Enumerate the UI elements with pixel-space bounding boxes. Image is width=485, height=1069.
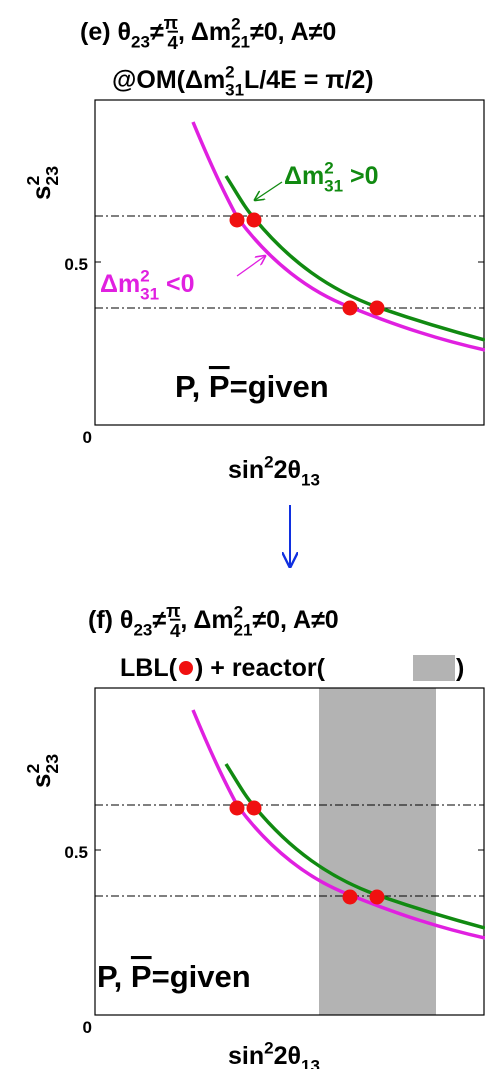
panel-subtitle: @OM(Δm2 31L/4E = π/2) [112, 63, 374, 100]
text-part: s [26, 774, 56, 788]
solution-point [369, 300, 385, 316]
text-part: (e) θ [80, 18, 131, 46]
text-part: 21 [234, 621, 253, 640]
text-part: 2 [234, 603, 243, 622]
text-part: 2θ [274, 456, 301, 484]
text-part: Δm [100, 270, 140, 298]
text-part: P, [175, 369, 209, 404]
curve-negative [191, 121, 485, 352]
text-part: π [164, 12, 178, 33]
solution-point [229, 800, 245, 816]
text-part: 31 [324, 177, 343, 196]
text-part: 2θ [274, 1042, 301, 1069]
text-part: π [166, 600, 180, 621]
x-axis-label: sin22θ13 [228, 453, 320, 490]
text-part: ≠0, A≠0 [250, 18, 336, 46]
text-part: (f) θ [88, 606, 133, 634]
text-part: >0 [343, 162, 378, 190]
annotation-arrow [255, 181, 283, 200]
text-part: 23 [42, 166, 62, 186]
annotation-arrow [236, 256, 265, 277]
text-part: , Δm [178, 18, 231, 46]
legend-dot [179, 661, 193, 675]
text-part: =given [152, 959, 251, 994]
text-part: 31 [140, 285, 159, 304]
curve-negative [191, 709, 485, 940]
text-part: 2 [264, 1039, 273, 1058]
text-part: P [209, 369, 230, 404]
x-axis-label: sin22θ13 [228, 1039, 320, 1069]
text-part: 31 [225, 81, 244, 100]
panel-title: (f) θ23≠π 4, Δm2 21≠0, A≠0 [88, 600, 339, 641]
panel-title: (e) θ23≠π 4, Δm2 21≠0, A≠0 [80, 12, 336, 53]
curve-positive [224, 175, 485, 342]
text-part: ≠ [150, 18, 164, 46]
text-part: 2 [23, 764, 43, 774]
text-part: sin [228, 1042, 264, 1069]
text-part: , Δm [180, 606, 233, 634]
solution-point [246, 800, 262, 816]
text-part: 23 [42, 754, 62, 774]
solution-point [342, 889, 358, 905]
y-axis-label: s223 [23, 166, 62, 200]
text-part: 2 [225, 63, 234, 82]
text-part: @OM(Δm [112, 66, 225, 94]
text-part: L/4E = π/2) [244, 66, 374, 94]
text-part: P [131, 959, 152, 994]
plot-frame [94, 687, 485, 1016]
text-part: 2 [23, 176, 43, 186]
panel-subtitle: LBL( [120, 654, 178, 682]
curve-positive [224, 763, 485, 930]
text-part: Δm [284, 162, 324, 190]
solution-point [246, 212, 262, 228]
y-axis-label: s223 [23, 754, 62, 788]
legend-band [413, 655, 455, 681]
y-tick-label: 0 [83, 1018, 92, 1037]
y-tick-label: 0.5 [64, 843, 88, 862]
text-part: 13 [301, 1057, 320, 1069]
solution-point [229, 212, 245, 228]
text-part: 2 [324, 159, 333, 178]
text-part: 2 [264, 453, 273, 472]
annotation: Δm2 31 <0 [100, 267, 195, 304]
panel-subtitle: ) + reactor( [195, 654, 326, 682]
text-part: P, [97, 959, 131, 994]
text-part: 4 [170, 620, 181, 641]
solution-point [369, 889, 385, 905]
reactor-band [319, 688, 436, 1015]
text-part: 21 [231, 33, 250, 52]
text-part: 2 [140, 267, 149, 286]
y-tick-label: 0 [83, 428, 92, 447]
text-part: <0 [159, 270, 194, 298]
text-part: 13 [301, 471, 320, 490]
annotation: Δm2 31 >0 [284, 159, 379, 196]
text-part: sin [228, 456, 264, 484]
text-part: =given [230, 369, 329, 404]
text-part: s [26, 186, 56, 200]
solution-point [342, 300, 358, 316]
text-part: ≠ [152, 606, 166, 634]
given-label: P, P=given [97, 959, 251, 994]
y-tick-label: 0.5 [64, 255, 88, 274]
text-part: ≠0, A≠0 [252, 606, 338, 634]
text-part: 2 [231, 15, 240, 34]
text-part: 4 [168, 32, 179, 53]
panel-subtitle: ) [456, 654, 464, 682]
given-label: P, P=given [175, 369, 329, 404]
text-part: 23 [133, 621, 152, 640]
text-part: 23 [131, 33, 150, 52]
